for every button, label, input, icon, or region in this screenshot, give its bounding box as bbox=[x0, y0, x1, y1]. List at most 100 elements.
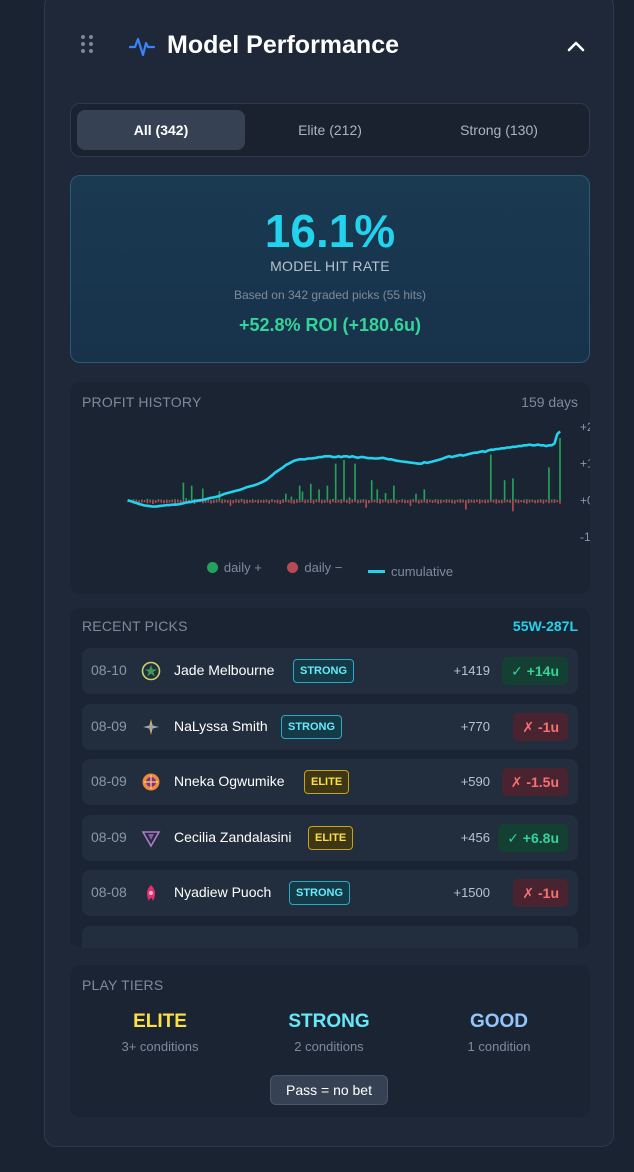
daily-pos-bar bbox=[478, 499, 481, 501]
daily-pos-bar bbox=[315, 499, 318, 501]
daily-neg-bar bbox=[318, 500, 320, 503]
daily-pos-bar bbox=[229, 499, 232, 501]
daily-pos-bar bbox=[340, 499, 343, 501]
tier-name: ELITE bbox=[133, 1011, 187, 1032]
tier-elite: ELITE 3+ conditions bbox=[80, 1011, 240, 1054]
daily-pos-bar bbox=[545, 499, 547, 501]
daily-pos-bar bbox=[146, 498, 149, 501]
daily-neg-bar bbox=[171, 500, 174, 503]
tier-strong: STRONG 2 conditions bbox=[249, 1011, 409, 1054]
daily-pos-bar bbox=[132, 499, 135, 501]
pick-row[interactable]: 08-08 Nyadiew Puoch STRONG +1500 ✗ -1u bbox=[82, 870, 578, 916]
daily-neg-bar bbox=[265, 500, 268, 503]
daily-pos-bar bbox=[309, 483, 312, 501]
daily-pos-bar bbox=[393, 485, 395, 501]
tab-strong[interactable]: Strong (130) bbox=[460, 122, 538, 138]
record-badge: 55W-287L bbox=[512, 618, 578, 634]
daily-neg-bar bbox=[141, 500, 143, 503]
daily-neg-bar bbox=[470, 500, 473, 503]
daily-neg-bar bbox=[290, 500, 293, 504]
daily-neg-bar bbox=[304, 500, 307, 504]
tier-badge: ELITE bbox=[304, 770, 350, 794]
daily-neg-bar bbox=[146, 500, 149, 504]
daily-pos-bar bbox=[473, 499, 475, 501]
daily-neg-bar bbox=[368, 500, 370, 504]
daily-pos-bar bbox=[332, 498, 334, 501]
model-performance-card: Model Performance All (342) Elite (212) … bbox=[44, 0, 614, 1147]
pick-player: Nneka Ogwumike bbox=[174, 773, 285, 789]
pick-row[interactable]: 08-09 Nneka Ogwumike ELITE +590 ✗ -1.5u bbox=[82, 759, 578, 805]
daily-pos-bar bbox=[376, 489, 379, 501]
pick-player: Cecilia Zandalasini bbox=[174, 829, 292, 845]
chevron-up-icon[interactable] bbox=[565, 35, 587, 57]
daily-neg-bar bbox=[332, 500, 334, 503]
daily-neg-bar bbox=[160, 500, 163, 503]
daily-neg-bar bbox=[323, 500, 326, 503]
daily-pos-bar bbox=[160, 499, 163, 501]
pick-row[interactable]: 08-09 NaLyssa Smith STRONG +770 ✗ -1u bbox=[82, 704, 578, 750]
daily-neg-bar bbox=[179, 500, 182, 503]
daily-neg-bar bbox=[542, 500, 545, 504]
daily-pos-bar bbox=[201, 488, 204, 501]
legend-daily-pos: daily + bbox=[206, 560, 262, 575]
daily-neg-bar bbox=[398, 500, 401, 503]
cumulative-line bbox=[127, 430, 561, 508]
valkyries-logo-icon bbox=[141, 831, 161, 848]
daily-pos-bar bbox=[559, 438, 561, 501]
daily-neg-bar bbox=[431, 500, 434, 503]
drag-handle-icon[interactable] bbox=[81, 35, 94, 53]
daily-neg-bar bbox=[553, 500, 556, 503]
tier-desc: 2 conditions bbox=[294, 1039, 364, 1054]
daily-pos-bar bbox=[235, 499, 237, 501]
daily-pos-bar bbox=[224, 499, 226, 501]
pick-date: 08-09 bbox=[91, 718, 127, 734]
daily-pos-bar bbox=[550, 499, 553, 501]
daily-neg-bar bbox=[437, 500, 439, 504]
daily-neg-bar bbox=[376, 500, 379, 503]
pick-row-partial[interactable] bbox=[82, 926, 578, 948]
daily-neg-bar bbox=[165, 500, 168, 503]
daily-pos-bar bbox=[523, 499, 525, 501]
y-tick-label: -100u bbox=[580, 530, 590, 544]
daily-neg-bar bbox=[215, 500, 218, 503]
pick-result: ✓ +6.8u bbox=[498, 824, 568, 852]
daily-pos-bar bbox=[296, 499, 298, 501]
daily-pos-bar bbox=[251, 499, 254, 501]
tab-all[interactable]: All (342) bbox=[77, 110, 245, 150]
pick-player: Jade Melbourne bbox=[174, 662, 275, 678]
daily-pos-bar bbox=[506, 499, 509, 501]
daily-neg-bar bbox=[287, 500, 290, 503]
daily-neg-bar bbox=[157, 500, 160, 503]
daily-neg-bar bbox=[251, 500, 254, 503]
daily-neg-bar bbox=[440, 500, 442, 504]
tier-name: GOOD bbox=[469, 1011, 529, 1032]
pick-odds: +1419 bbox=[453, 663, 490, 678]
pick-row[interactable]: 08-09 Cecilia Zandalasini ELITE +456 ✓ +… bbox=[82, 815, 578, 861]
daily-neg-bar bbox=[476, 500, 478, 503]
daily-neg-bar bbox=[260, 500, 262, 503]
daily-neg-bar bbox=[487, 500, 489, 503]
tier-badge: STRONG bbox=[281, 715, 343, 739]
daily-pos-bar bbox=[152, 499, 154, 501]
legend-daily-neg: daily − bbox=[287, 560, 342, 575]
daily-neg-bar bbox=[506, 500, 509, 503]
daily-neg-bar bbox=[390, 500, 392, 503]
tier-badge: ELITE bbox=[308, 826, 354, 850]
profit-history-panel: PROFIT HISTORY 159 days +200u +100u +0u -10… bbox=[70, 382, 590, 594]
daily-neg-bar bbox=[309, 500, 312, 503]
tab-elite[interactable]: Elite (212) bbox=[298, 122, 362, 138]
tier-good: GOOD 1 condition bbox=[419, 1011, 579, 1054]
daily-neg-bar bbox=[453, 500, 456, 504]
daily-pos-bar bbox=[487, 499, 489, 501]
daily-neg-bar bbox=[343, 500, 345, 503]
daily-neg-bar bbox=[523, 500, 525, 503]
daily-pos-bar bbox=[365, 499, 367, 501]
daily-neg-bar bbox=[548, 500, 550, 504]
daily-pos-bar bbox=[312, 499, 315, 501]
daily-pos-bar bbox=[298, 485, 301, 501]
pick-row[interactable]: 08-10 Jade Melbourne STRONG +1419 ✓ +14u bbox=[82, 648, 578, 694]
pick-player: Nyadiew Puoch bbox=[174, 884, 272, 900]
daily-pos-bar bbox=[387, 499, 390, 501]
daily-neg-bar bbox=[163, 500, 165, 504]
daily-pos-bar bbox=[501, 499, 503, 501]
